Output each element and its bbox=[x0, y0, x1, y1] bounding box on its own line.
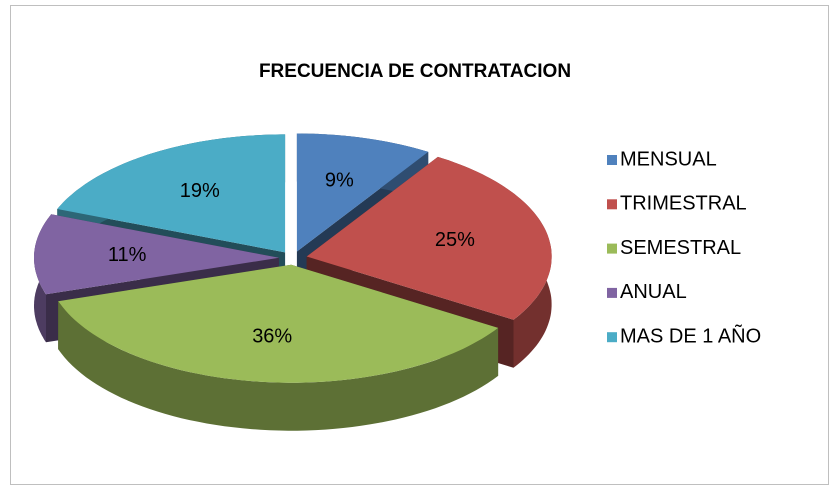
legend-swatch bbox=[607, 332, 617, 343]
legend-swatch bbox=[607, 155, 617, 165]
legend-label: TRIMESTRAL bbox=[620, 193, 747, 215]
legend-label: SEMESTRAL bbox=[620, 237, 741, 259]
legend-swatch bbox=[607, 287, 617, 298]
slice bbox=[306, 156, 552, 320]
slice bbox=[296, 133, 429, 252]
data-label: 19% bbox=[180, 180, 220, 202]
slice bbox=[58, 264, 499, 383]
legend-label: ANUAL bbox=[620, 281, 687, 303]
slice bbox=[57, 134, 286, 253]
legend-swatch bbox=[607, 243, 617, 254]
legend-label: MENSUAL bbox=[620, 148, 717, 170]
chart-title: FRECUENCIA DE CONTRATACION bbox=[259, 61, 571, 82]
slice bbox=[34, 214, 279, 295]
data-label: 9% bbox=[325, 170, 354, 192]
legend-swatch bbox=[607, 199, 617, 210]
data-label: 11% bbox=[108, 244, 147, 266]
slice-side bbox=[58, 301, 499, 431]
data-label: 25% bbox=[435, 229, 475, 251]
data-label: 36% bbox=[252, 326, 292, 348]
legend-label: MAS DE 1 AÑO bbox=[620, 323, 761, 347]
